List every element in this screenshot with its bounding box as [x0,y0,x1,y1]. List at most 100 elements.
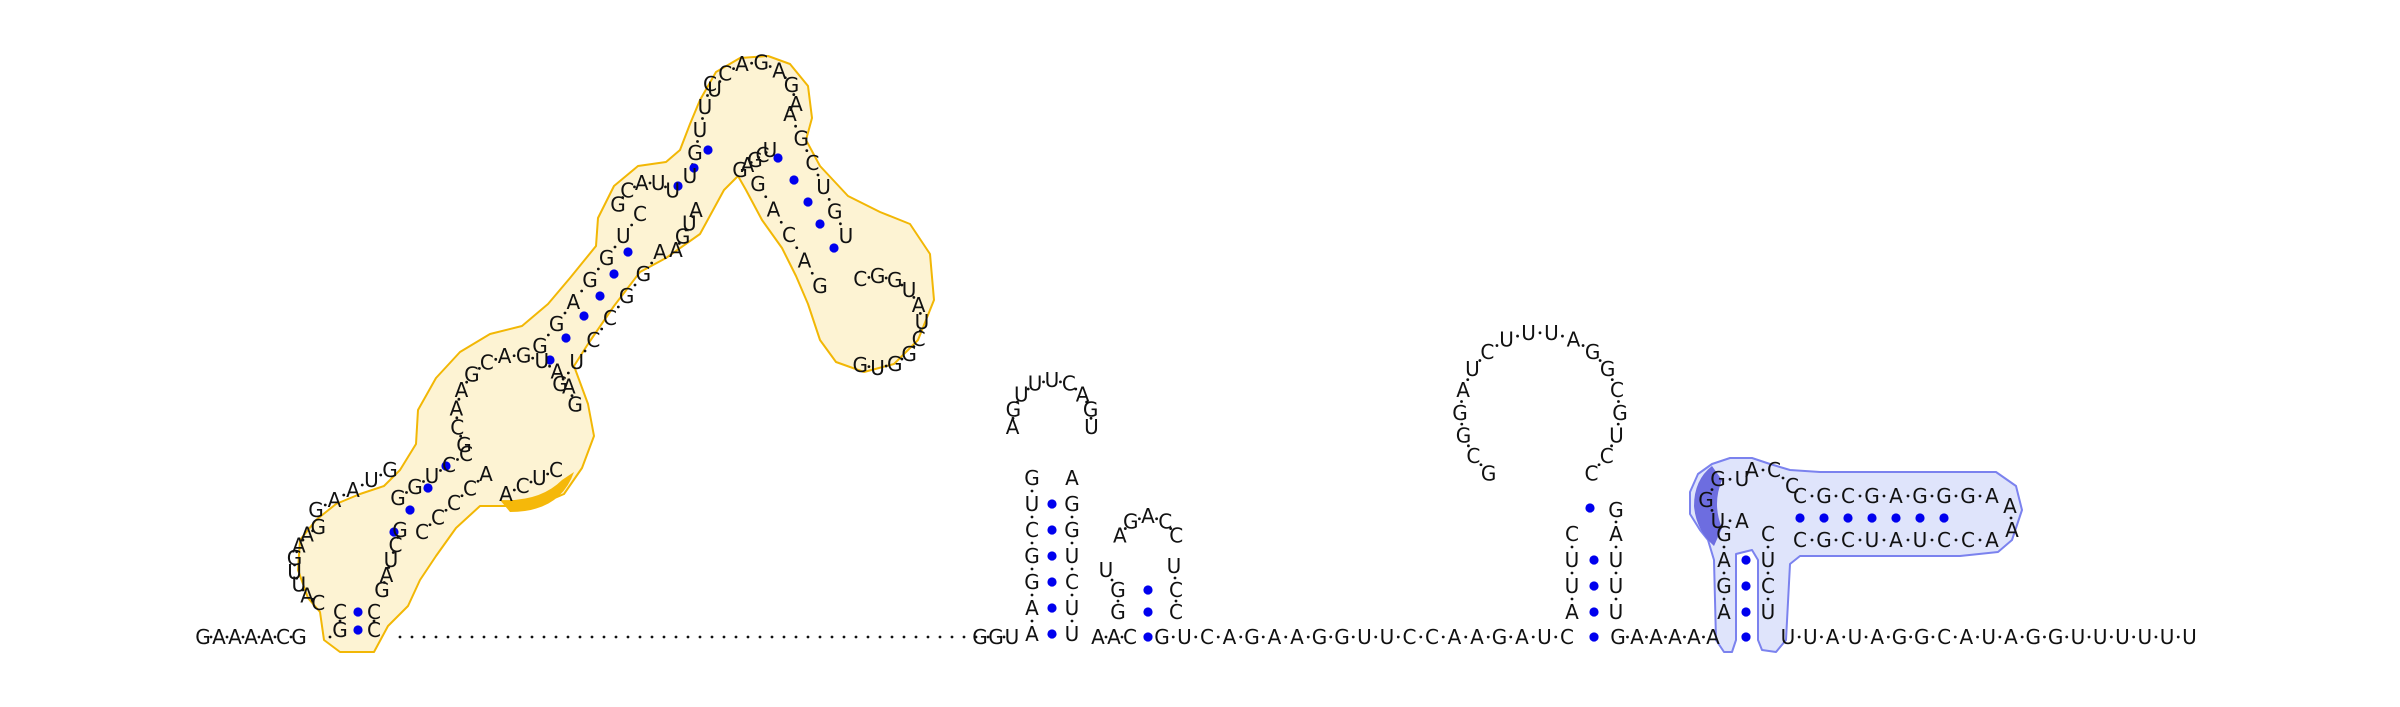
base-pair-dot [1843,513,1853,523]
backbone-dot [1998,635,2002,639]
backbone-dot [531,356,535,360]
nucleotide-u: U [2115,625,2130,649]
backbone-dot [1882,538,1886,542]
nucleotide-g: G [1312,625,1328,649]
backbone-dot [1614,520,1618,524]
backbone-dot [1531,635,1535,639]
nucleotide-c: C [1761,522,1775,546]
backbone-dot [722,635,726,639]
nucleotide-c: C [1841,528,1855,552]
nucleotide-a: A [1985,484,1999,508]
backbone-dot [1978,538,1982,542]
backbone-dot [938,635,942,639]
backbone-dot [328,635,332,639]
nucleotide-c: C [367,600,381,624]
backbone-dot [746,635,750,639]
nucleotide-g: G [1492,625,1508,649]
backbone-dot [1976,635,1979,639]
backbone-dot [1059,380,1062,384]
backbone-dot [613,245,617,249]
backbone-dot [779,220,783,224]
nucleotide-a: A [653,240,667,264]
nucleotide-g: G [747,148,763,172]
backbone-dot [1882,494,1886,498]
nucleotide-g: G [793,126,809,150]
nucleotide-a: A [1141,504,1155,528]
backbone-dot [1466,378,1470,382]
nucleotide-g: G [2026,625,2042,649]
backbone-dot [422,480,425,483]
backbone-dot [512,354,516,358]
base-pair-dot [561,333,571,343]
backbone-dot [1173,576,1177,580]
backbone-dot [1070,619,1074,623]
nucleotide-u: U [1005,625,1020,649]
backbone-dot [1906,538,1910,542]
nucleotide-u: U [1380,625,1395,649]
base-pair-dot [423,483,433,493]
nucleotide-u: U [1761,600,1776,624]
base-pair-dot [353,625,363,635]
base-pair-dot [829,243,839,253]
nucleotide-a: A [1456,378,1470,402]
backbone-dot [1614,597,1618,601]
backbone-dot [633,283,637,287]
base-pair-dot [595,291,605,301]
backbone-dot [542,635,546,639]
nucleotide-u: U [1167,554,1182,578]
backbone-dot [839,222,842,226]
base-pair-dot [673,181,683,191]
left-domain-highlight [297,55,935,653]
nucleotide-g: G [784,73,800,97]
backbone-dot [494,357,498,361]
base-pair-dot [441,461,451,471]
backbone-dot [914,635,918,639]
backbone-dot [770,635,774,639]
nucleotide-a: A [735,52,749,76]
backbone-dot [810,271,814,275]
right-domain-accent [1694,466,1722,546]
base-pair-dot [1589,607,1599,617]
nucleotide-g: G [687,141,703,165]
nucleotide-c: C [415,520,429,544]
base-pair-dot [703,145,713,155]
backbone-dot [1419,635,1423,639]
backbone-dot [918,311,922,315]
nucleotide-g: G [599,246,615,270]
backbone-dot [1610,378,1614,382]
nucleotide-c: C [367,618,381,642]
backbone-dot [1597,463,1601,467]
nucleotide-u: U [1735,467,1750,491]
left-domain-accent [500,472,574,512]
base-pair-dot [1047,525,1057,535]
backbone-dot [749,161,753,164]
nucleotide-g: G [887,268,903,292]
nucleotide-a: A [1668,625,1682,649]
nucleotide-g: G [988,625,1004,649]
nucleotide-a: A [1649,625,1663,649]
backbone-dot [257,635,261,639]
backbone-dot [674,635,678,639]
nucleotide-g: G [1600,357,1616,381]
backbone-dot [662,635,666,639]
backbone-dot [512,488,516,492]
nucleotide-c: C [805,151,819,175]
base-pair-dot [1741,581,1751,591]
nucleotide-g: G [1914,625,1930,649]
nucleotide-g: G [407,475,423,499]
backbone-dot [529,480,533,484]
nucleotide-a: A [1268,625,1282,649]
backbone-dot [444,508,448,512]
nucleotide-a: A [1091,625,1105,649]
backbone-dot [1070,541,1074,545]
nucleotide-c: C [1403,625,1417,649]
backbone-dot [1030,567,1034,571]
nucleotide-g: G [1912,484,1928,508]
right-domain-highlight [1689,457,2023,653]
backbone-dot [912,296,916,299]
backbone-dot [372,619,376,623]
nucleotide-u: U [1981,625,1996,649]
nucleotide-u: U [1913,528,1928,552]
nucleotide-c: C [1065,570,1079,594]
nucleotide-c: C [1560,625,1574,649]
